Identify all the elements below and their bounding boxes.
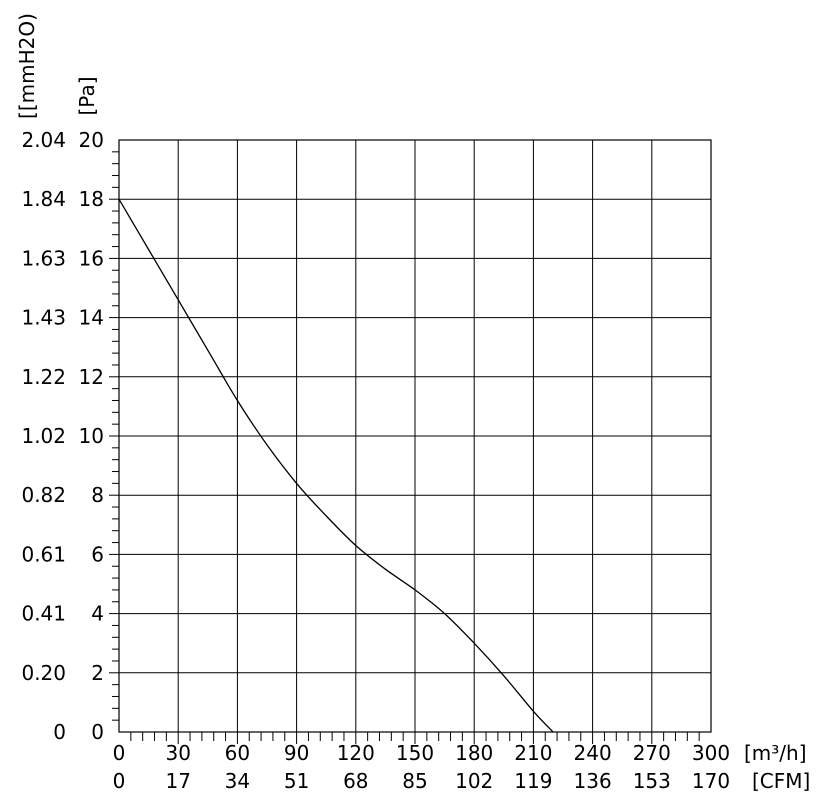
x-tick-label-m3h: 30 (165, 741, 190, 765)
y-tick-label-mmh2o: 1.43 (21, 306, 66, 330)
y-tick-label-mmh2o: 0.41 (21, 602, 66, 626)
y-tick-label-pa: 14 (79, 306, 104, 330)
x-tick-label-m3h: 150 (396, 741, 434, 765)
y-tick-label-pa: 20 (79, 128, 104, 152)
y-tick-labels-mmh2o: 0 0.20 0.41 0.61 0.82 1.02 1.22 1.43 1.63 1.84 2.0… (21, 128, 66, 744)
x-tick-label-cfm: 119 (514, 769, 552, 793)
x-tick-label-cfm: 136 (574, 769, 612, 793)
x-tick-labels-m3h: 0 30 60 90 120 150 180 210 240 270 300 (113, 741, 730, 765)
y-tick-label-mmh2o: 1.84 (21, 187, 66, 211)
chart-grid (119, 140, 711, 732)
y-tick-label-pa: 10 (79, 424, 104, 448)
x-tick-label-m3h: 120 (337, 741, 375, 765)
x-tick-label-m3h: 240 (574, 741, 612, 765)
plot-frame (118, 139, 712, 733)
y-tick-label-mmh2o: 1.63 (21, 246, 66, 270)
x-tick-label-cfm: 85 (402, 769, 427, 793)
y-tick-label-mmh2o: 0.61 (21, 542, 66, 566)
x-tick-label-cfm: 0 (113, 769, 126, 793)
y-tick-labels-pa: 0 2 4 6 8 10 12 14 16 18 20 (79, 128, 104, 744)
x-tick-label-m3h: 60 (225, 741, 250, 765)
y-axis-unit-mmh2o: [[mmH2O) (15, 13, 39, 119)
x-tick-label-cfm: 17 (165, 769, 190, 793)
y-axis-unit-pa: [Pa] (75, 76, 99, 115)
minor-ticks (109, 151, 700, 744)
y-tick-label-pa: 8 (91, 483, 104, 507)
y-tick-label-mmh2o: 1.02 (21, 424, 66, 448)
y-tick-label-mmh2o: 2.04 (21, 128, 66, 152)
x-tick-label-m3h: 90 (284, 741, 309, 765)
y-tick-label-pa: 4 (91, 602, 104, 626)
y-tick-label-pa: 18 (79, 187, 104, 211)
y-tick-label-pa: 12 (79, 365, 104, 389)
x-tick-label-cfm: 102 (455, 769, 493, 793)
y-tick-label-pa: 16 (79, 246, 104, 270)
x-axis-unit-m3h: [m³/h] (744, 741, 807, 765)
series-line-pressure-curve (118, 198, 554, 733)
x-tick-label-cfm: 51 (284, 769, 309, 793)
x-tick-label-m3h: 210 (514, 741, 552, 765)
y-tick-label-mmh2o: 0.82 (21, 483, 66, 507)
x-tick-label-m3h: 180 (455, 741, 493, 765)
y-tick-label-mmh2o: 1.22 (21, 365, 66, 389)
y-tick-label-mmh2o: 0.20 (21, 661, 66, 685)
x-tick-label-m3h: 270 (633, 741, 671, 765)
x-tick-label-cfm: 34 (225, 769, 250, 793)
x-tick-label-cfm: 68 (343, 769, 368, 793)
x-axis-unit-cfm: [CFM] (752, 769, 810, 793)
y-tick-label-mmh2o: 0 (53, 720, 66, 744)
x-tick-labels-cfm: 0 17 34 51 68 85 102 119 136 153 170 (113, 769, 730, 793)
x-tick-label-cfm: 170 (692, 769, 730, 793)
y-tick-label-pa: 2 (91, 661, 104, 685)
x-tick-label-m3h: 0 (113, 741, 126, 765)
x-tick-label-m3h: 300 (692, 741, 730, 765)
y-tick-label-pa: 0 (91, 720, 104, 744)
x-tick-label-cfm: 153 (633, 769, 671, 793)
y-tick-label-pa: 6 (91, 542, 104, 566)
